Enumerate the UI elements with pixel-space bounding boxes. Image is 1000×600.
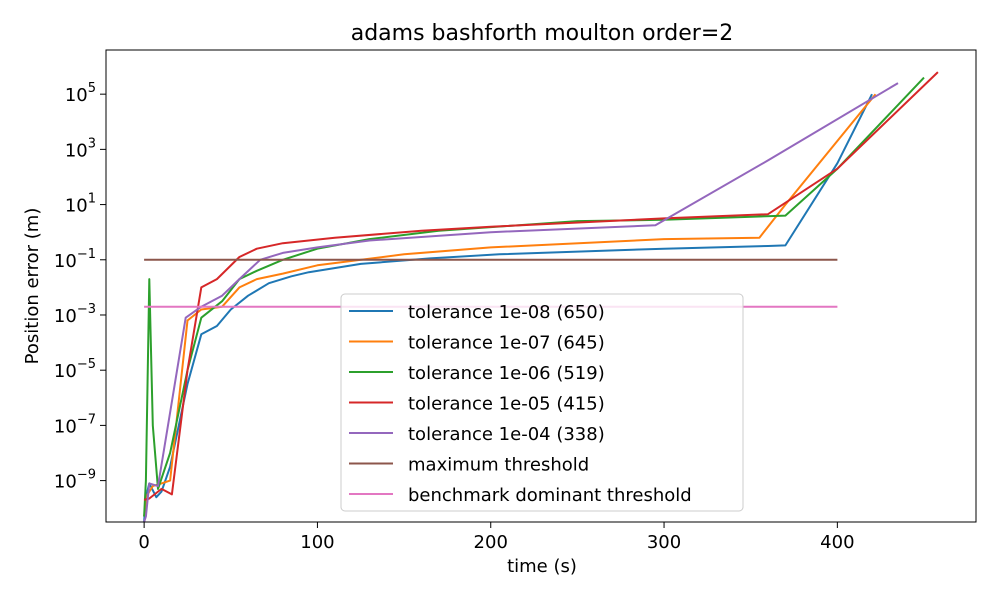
x-axis-title: time (s): [507, 556, 577, 577]
series-line-1: [143, 93, 873, 523]
legend-label-2: tolerance 1e-07 (645): [408, 333, 605, 354]
series-line-5: [143, 82, 899, 523]
x-axis: 0 100 200 300 400: [138, 522, 855, 553]
y-tick-label: 101: [65, 192, 96, 217]
x-tick-label: 100: [300, 532, 334, 553]
y-tick-label: 10−7: [54, 412, 96, 437]
y-tick-label: 105: [65, 81, 96, 106]
y-tick-label: 10−3: [54, 302, 96, 327]
y-tick-label: 10−1: [54, 247, 96, 272]
legend-label-6: maximum threshold: [408, 455, 589, 476]
legend-label-4: tolerance 1e-05 (415): [408, 394, 605, 415]
series-line-4: [143, 71, 939, 501]
y-axis: 105 103 101 10−1 10−3 10−5 10−7 10−9: [54, 81, 106, 493]
x-tick-label: 200: [474, 532, 508, 553]
legend-label-1: tolerance 1e-08 (650): [408, 302, 605, 323]
plot-frame: [105, 49, 977, 523]
x-tick-label: 0: [138, 532, 149, 553]
y-tick-label: 10−5: [54, 357, 96, 382]
x-tick-label: 300: [647, 532, 681, 553]
legend-box: [340, 293, 744, 512]
legend-label-3: tolerance 1e-06 (519): [408, 363, 605, 384]
legend-label-5: tolerance 1e-04 (338): [408, 424, 605, 445]
legend-label-7: benchmark dominant threshold: [408, 485, 692, 506]
y-tick-label: 103: [65, 136, 96, 161]
legend: tolerance 1e-08 (650) tolerance 1e-07 (64…: [340, 293, 744, 512]
y-axis-title: Position error (m): [22, 208, 43, 365]
x-tick-label: 400: [820, 532, 854, 553]
y-tick-label: 10−9: [54, 468, 96, 493]
chart-title: adams bashforth moulton order=2: [351, 21, 734, 46]
